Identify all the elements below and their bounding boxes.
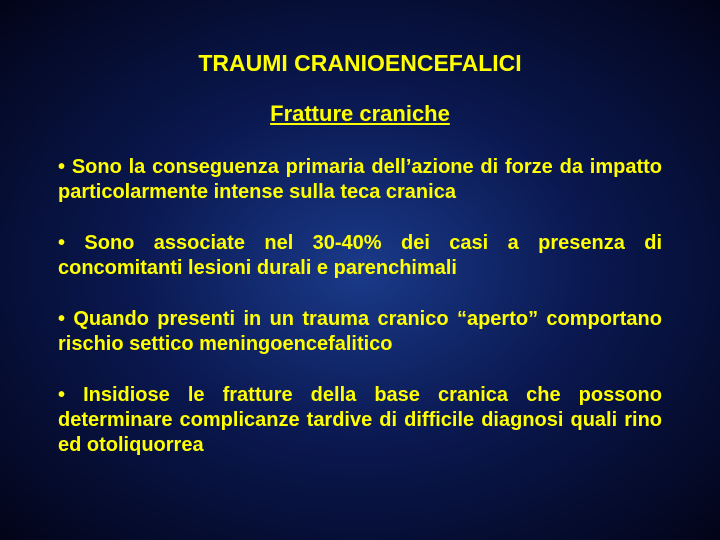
slide: TRAUMI CRANIOENCEFALICI Fratture cranich… [0, 0, 720, 540]
slide-title: TRAUMI CRANIOENCEFALICI [58, 50, 662, 77]
bullet-item: • Sono associate nel 30-40% dei casi a p… [58, 231, 662, 281]
bullet-item: • Quando presenti in un trauma cranico “… [58, 307, 662, 357]
bullet-item: • Sono la conseguenza primaria dell’azio… [58, 155, 662, 205]
slide-subtitle: Fratture craniche [58, 101, 662, 127]
bullet-item: • Insidiose le fratture della base crani… [58, 383, 662, 458]
